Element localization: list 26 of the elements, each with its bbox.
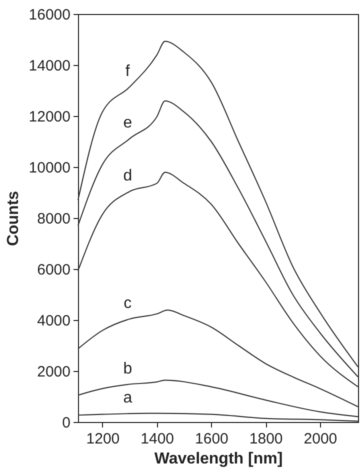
x-tick-label: 1200	[86, 430, 120, 448]
series-label: a	[123, 390, 132, 407]
y-tick-label: 10000	[28, 160, 70, 176]
x-axis-title: Wavelength [nm]	[154, 450, 283, 468]
series-label: c	[124, 294, 132, 312]
line-series	[77, 310, 359, 408]
y-tick-label: 2000	[37, 364, 70, 380]
line-series	[77, 100, 359, 378]
y-tick-label: 0	[62, 414, 70, 432]
y-tick-label: 12000	[28, 108, 70, 126]
line-series	[77, 412, 359, 422]
y-tick-label: 6000	[37, 262, 70, 278]
series-label: b	[123, 360, 132, 378]
line-series	[77, 380, 359, 418]
y-axis-title: Counts	[4, 190, 22, 246]
x-tick-label: 1600	[195, 430, 228, 448]
y-tick-label: 14000	[28, 58, 70, 74]
series-label: e	[123, 114, 132, 132]
y-tick-label: 4000	[37, 312, 70, 330]
x-tick-label: 1800	[249, 430, 283, 448]
series-label: f	[125, 62, 130, 80]
y-tick-label: 8000	[37, 210, 70, 228]
x-tick-label: 2000	[304, 430, 338, 448]
y-tick-label: 16000	[28, 6, 70, 24]
x-tick-label: 1400	[140, 430, 174, 448]
series-label: d	[123, 167, 132, 184]
